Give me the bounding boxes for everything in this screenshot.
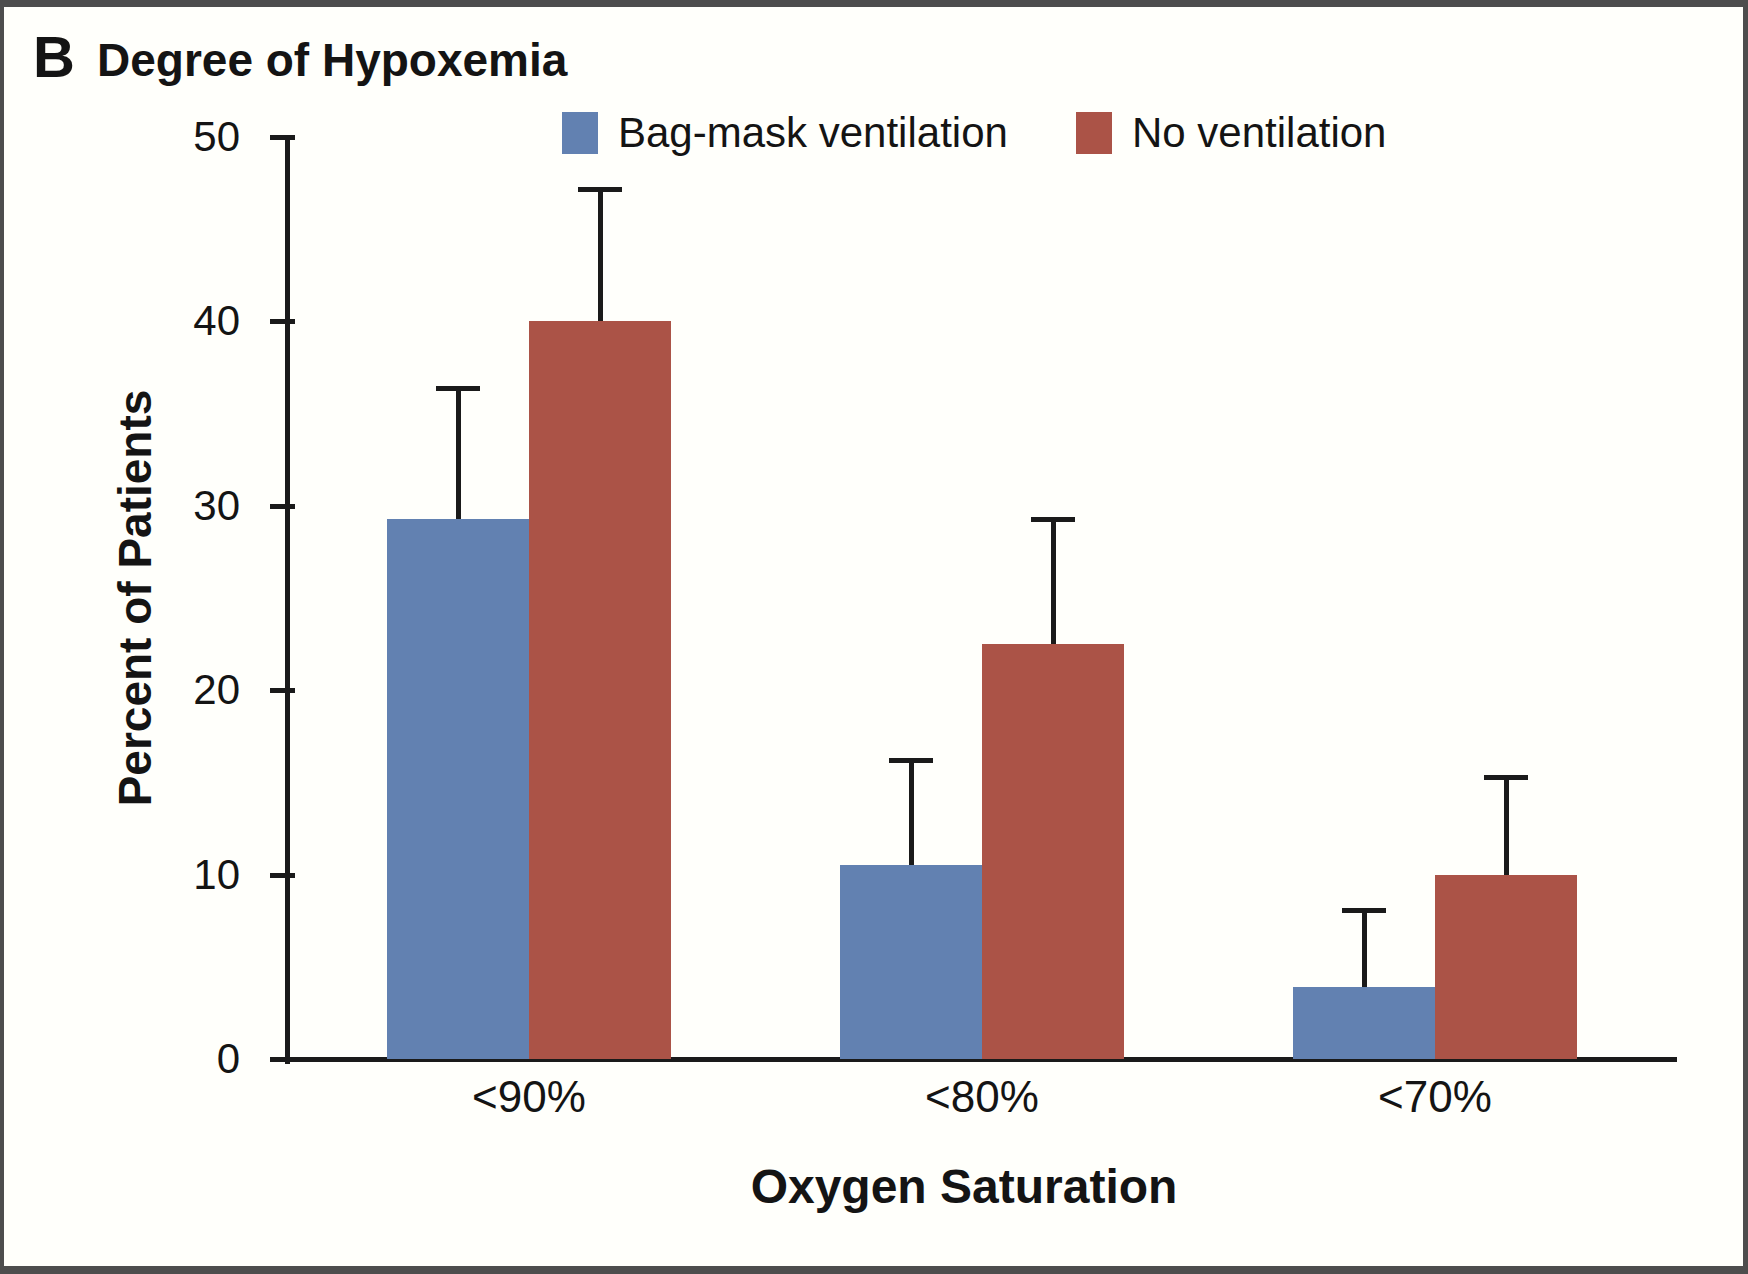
error-bar-cap — [1031, 517, 1075, 522]
error-bar-stem — [1362, 910, 1367, 987]
legend-label-no-ventilation: No ventilation — [1132, 110, 1386, 156]
bar-no-ventilation-<90% — [529, 321, 671, 1059]
figure-panel-b: B Degree of Hypoxemia Bag-mask ventilati… — [0, 0, 1748, 1274]
error-bar-stem — [598, 189, 603, 322]
y-tick-label: 50 — [110, 113, 240, 161]
legend-swatch-bag-mask-icon — [562, 112, 598, 154]
y-tick — [270, 504, 295, 509]
category-label-<70%: <70% — [1285, 1073, 1585, 1121]
error-bar-stem — [1051, 519, 1056, 644]
error-bar-stem — [909, 760, 914, 865]
y-tick — [270, 688, 295, 693]
y-tick-label: 40 — [110, 297, 240, 345]
y-tick — [270, 135, 295, 140]
bar-bag-mask-<70% — [1293, 987, 1435, 1059]
x-axis-title: Oxygen Saturation — [464, 1159, 1464, 1214]
panel-title: Degree of Hypoxemia — [97, 35, 567, 86]
y-tick — [270, 319, 295, 324]
y-tick-label: 20 — [110, 666, 240, 714]
legend-item-bag-mask-ventilation: Bag-mask ventilation — [562, 110, 1008, 156]
bar-bag-mask-<90% — [387, 519, 529, 1059]
y-tick-label: 10 — [110, 851, 240, 899]
y-tick-label: 30 — [110, 482, 240, 530]
panel-label: B — [33, 25, 75, 89]
y-axis-title: Percent of Patients — [108, 390, 162, 807]
error-bar-cap — [1484, 775, 1528, 780]
error-bar-cap — [1342, 908, 1386, 913]
category-label-<80%: <80% — [832, 1073, 1132, 1121]
y-tick-label: 0 — [110, 1035, 240, 1083]
bar-bag-mask-<80% — [840, 865, 982, 1059]
error-bar-cap — [436, 386, 480, 391]
bar-no-ventilation-<80% — [982, 644, 1124, 1059]
category-label-<90%: <90% — [379, 1073, 679, 1121]
error-bar-stem — [1504, 777, 1509, 875]
bar-no-ventilation-<70% — [1435, 875, 1577, 1059]
y-axis-line — [285, 135, 290, 1064]
y-tick — [270, 873, 295, 878]
error-bar-stem — [456, 388, 461, 519]
legend-swatch-no-ventilation-icon — [1076, 112, 1112, 154]
error-bar-cap — [578, 187, 622, 192]
y-tick — [270, 1057, 295, 1062]
legend-label-bag-mask: Bag-mask ventilation — [618, 110, 1008, 156]
legend-item-no-ventilation: No ventilation — [1076, 110, 1386, 156]
error-bar-cap — [889, 758, 933, 763]
